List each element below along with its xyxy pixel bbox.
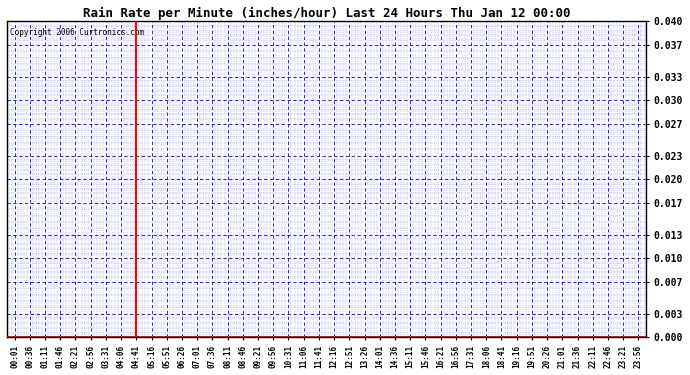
Text: Copyright 2006 Curtronics.com: Copyright 2006 Curtronics.com [10, 27, 144, 36]
Title: Rain Rate per Minute (inches/hour) Last 24 Hours Thu Jan 12 00:00: Rain Rate per Minute (inches/hour) Last … [83, 7, 570, 20]
